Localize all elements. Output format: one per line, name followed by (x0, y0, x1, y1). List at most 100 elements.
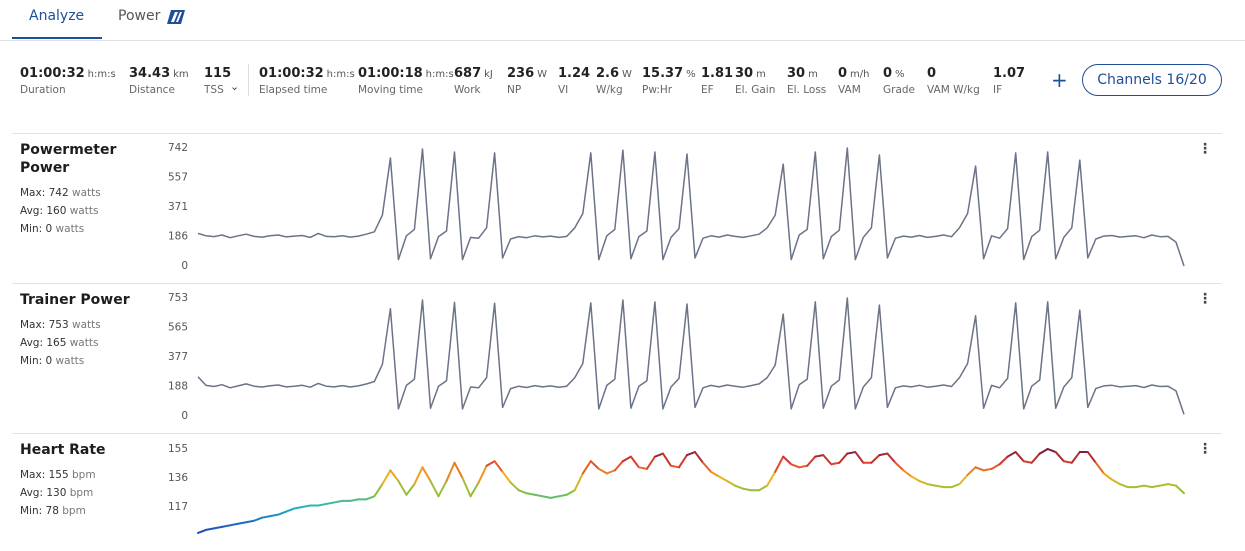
tab-analyze[interactable]: Analyze (29, 8, 85, 24)
metric-value: 01:00:18 h:m:s (358, 66, 454, 81)
hr-segment (413, 466, 424, 486)
stat-unit: watts (69, 205, 99, 217)
hr-segment (998, 455, 1009, 466)
hr-segment (1110, 478, 1121, 486)
metric-label: Pw:Hr (642, 84, 673, 96)
metric-value: 236 W (507, 66, 547, 81)
chart-menu[interactable]: ⋮ (1198, 291, 1212, 307)
hr-segment (421, 466, 432, 483)
metric-label: W/kg (596, 84, 623, 96)
metric-unit: W (622, 69, 632, 80)
hr-segment (317, 502, 328, 507)
hr-segment (846, 451, 857, 455)
hr-segment (349, 498, 360, 502)
y-tick-label: 136 (168, 472, 188, 484)
hr-segment (549, 495, 560, 499)
hr-segment (854, 451, 865, 464)
metric-unit: W (537, 69, 548, 80)
hr-segment (637, 466, 648, 470)
hr-segment (814, 454, 825, 458)
hr-segment (453, 461, 464, 479)
metric-separator (248, 64, 249, 96)
hr-segment (918, 480, 929, 486)
metric-label: VI (558, 84, 569, 96)
metric-value: 2.6 W (596, 66, 632, 81)
hr-segment (285, 507, 296, 513)
stat-label: Max: (20, 469, 46, 481)
hr-segment (589, 460, 600, 470)
chart-stat: Min: 0 watts (20, 355, 84, 367)
chart-menu[interactable]: ⋮ (1198, 441, 1212, 457)
hr-segment (1150, 484, 1161, 489)
y-tick-label: 742 (168, 142, 188, 154)
hr-segment (461, 477, 472, 498)
chart-menu[interactable]: ⋮ (1198, 141, 1212, 157)
hr-segment (389, 469, 400, 483)
metric-value: 1.81 (701, 66, 733, 81)
chart-separator (12, 133, 1222, 134)
metric-unit: kJ (484, 69, 493, 80)
hr-segment (213, 525, 224, 530)
metric-number: 01:00:32 (20, 66, 85, 81)
hr-segment (629, 455, 640, 469)
metric-unit: % (686, 69, 696, 80)
metric-label[interactable]: TSS (204, 84, 224, 96)
hr-segment (397, 480, 408, 496)
metric-value: 01:00:32 h:m:s (20, 66, 116, 81)
metric-label: El. Gain (735, 84, 776, 96)
hr-segment (1142, 484, 1153, 489)
hr-segment (405, 483, 416, 496)
y-tick-label: 188 (168, 381, 188, 393)
chart-stat: Avg: 165 watts (20, 337, 98, 349)
hr-segment (1102, 472, 1113, 481)
hr-segment (261, 515, 272, 519)
tab-border (0, 40, 1245, 41)
stat-label: Max: (20, 187, 46, 199)
tab-power[interactable]: Power (118, 8, 161, 24)
metric-label: Elapsed time (259, 84, 328, 96)
metric-number: 0 (838, 66, 848, 81)
hr-segment (581, 460, 592, 475)
metric-label: Grade (883, 84, 916, 96)
hr-segment (229, 522, 240, 527)
metric-value: 1.24 (558, 66, 590, 81)
hr-segment (365, 495, 376, 501)
hr-segment (950, 483, 961, 489)
metric-number: 01:00:32 (259, 66, 324, 81)
hr-segment (333, 499, 344, 504)
hr-segment (197, 528, 208, 534)
stat-label: Min: (20, 505, 43, 517)
chart-stat: Avg: 160 watts (20, 205, 98, 217)
hr-segment (253, 516, 264, 522)
hr-segment (894, 461, 905, 472)
hr-segment (445, 461, 456, 483)
hr-segment (381, 469, 392, 486)
metric-number: 1.07 (993, 66, 1026, 81)
hr-segment (597, 467, 608, 475)
metric-label: Distance (129, 84, 175, 96)
chart-separator (12, 433, 1222, 434)
hr-segment (1118, 483, 1129, 489)
add-metric[interactable]: + (1051, 68, 1068, 92)
metric-unit: m (756, 69, 766, 80)
metric-number: 0 (883, 66, 893, 81)
metric-label: IF (993, 84, 1003, 96)
hr-segment (557, 493, 568, 498)
metric-number: 115 (204, 66, 232, 81)
hr-segment (517, 489, 528, 495)
stat-value: 0 (45, 355, 53, 367)
y-tick-label: 753 (168, 292, 188, 304)
channels-button[interactable]: Channels 16/20 (1082, 64, 1222, 96)
metric-unit: m (808, 69, 818, 80)
chart-separator (12, 283, 1222, 284)
metric-number: 0 (927, 66, 937, 81)
stat-unit: watts (71, 319, 101, 331)
hr-segment (573, 472, 584, 492)
chart-stat: Min: 78 bpm (20, 505, 86, 517)
hr-segment (661, 452, 672, 467)
hr-segment (373, 483, 384, 498)
stat-label: Min: (20, 355, 43, 367)
hr-segment (774, 455, 785, 473)
hr-segment (1030, 452, 1041, 464)
